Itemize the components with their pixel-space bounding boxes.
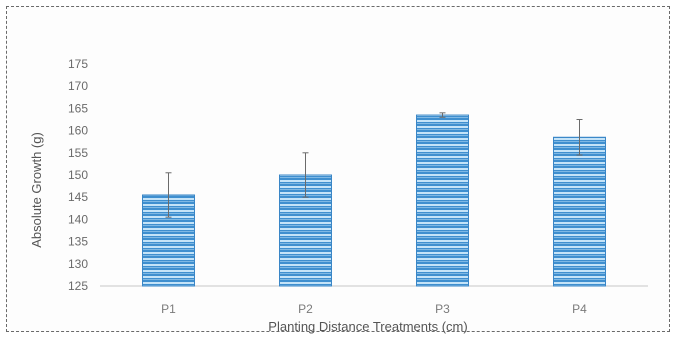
y-tick-label-6: 155 xyxy=(68,146,88,160)
y-tick-label-1: 130 xyxy=(68,257,88,271)
y-tick-label-10: 175 xyxy=(68,57,88,71)
bar-p4 xyxy=(553,136,606,287)
y-tick-label-4: 145 xyxy=(68,190,88,204)
y-tick-label-0: 125 xyxy=(68,279,88,293)
y-tick-label-2: 135 xyxy=(68,235,88,249)
x-tick-label-p3: P3 xyxy=(435,302,450,316)
y-tick-label-7: 160 xyxy=(68,124,88,138)
y-axis-title: Absolute Growth (g) xyxy=(29,132,44,248)
x-tick-label-p1: P1 xyxy=(161,302,176,316)
x-tick-label-p4: P4 xyxy=(572,302,587,316)
y-tick-label-8: 165 xyxy=(68,101,88,115)
error-bar-p1 xyxy=(165,172,172,218)
bar-p3 xyxy=(416,114,469,287)
x-axis-title: Planting Distance Treatments (cm) xyxy=(268,319,467,334)
y-tick-label-9: 170 xyxy=(68,79,88,93)
y-tick-label-3: 140 xyxy=(68,212,88,226)
error-bar-p2 xyxy=(302,152,309,198)
y-tick-label-5: 150 xyxy=(68,168,88,182)
error-bar-p3 xyxy=(439,112,446,118)
error-bar-p4 xyxy=(576,119,583,156)
x-tick-label-p2: P2 xyxy=(298,302,313,316)
